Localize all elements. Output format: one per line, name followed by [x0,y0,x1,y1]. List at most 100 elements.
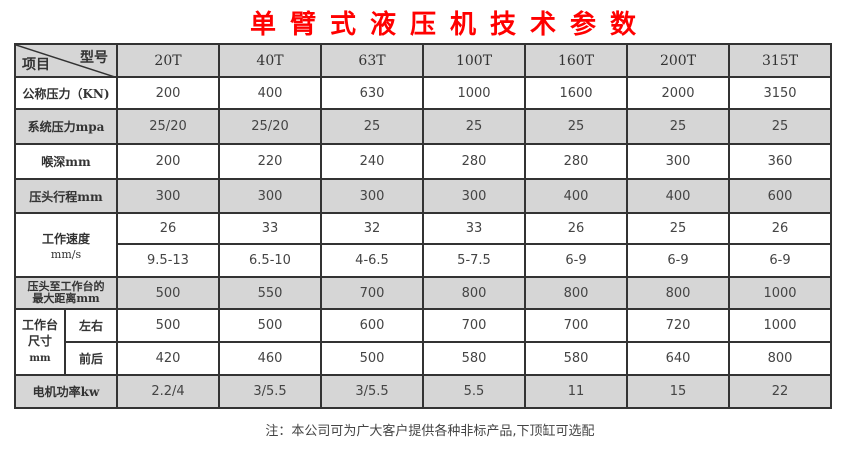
cell: 550 [218,276,322,310]
cell: 1000 [422,76,526,110]
cell: 26 [728,212,832,245]
cell: 26 [524,212,628,245]
diagonal-line [16,45,118,78]
page-title: 单臂式液压机技术参数 [249,10,650,40]
cell: 630 [320,76,424,110]
cell: 1000 [728,308,832,343]
cell: 11 [524,374,628,409]
row-label: 压头至工作台的 最大距离mm [14,276,118,310]
label-text: 工作台 [21,318,58,332]
cell: 400 [524,178,628,214]
row-table-size-lr: 工作台 尺寸 mm 左右 500 500 600 700 700 720 1000 [14,308,832,376]
cell: 460 [218,341,322,376]
cell: 2000 [626,76,730,110]
cell: 6-9 [728,243,832,278]
row-label: 工作台尺寸 mm [14,308,66,376]
cell: 25 [320,108,424,145]
row-working-speed: 工作速度 mm/s 26 33 32 33 26 25 26 [14,212,832,278]
row-throat-depth: 喉深mm 200 220 240 280 280 300 360 [14,143,832,180]
label-text: 最大距离mm [32,292,100,305]
cell: 9.5-13 [116,243,220,278]
cell: 300 [116,178,220,214]
header-row: 型号 项目 20T 40T 63T 100T 160T 200T 315T [14,43,832,78]
cell: 600 [320,308,424,343]
cell: 800 [422,276,526,310]
model-header: 20T [116,43,220,78]
sub-label: 前后 [64,341,118,376]
unit-text: mm [29,353,51,364]
cell: 25 [524,108,628,145]
cell: 300 [626,143,730,180]
cell: 400 [218,76,322,110]
cell: 500 [320,341,424,376]
sub-label: 左右 [64,308,118,343]
row-nominal-force: 公称压力（KN) 200 400 630 1000 1600 2000 3150 [14,76,832,110]
cell: 800 [626,276,730,310]
label-text: 尺寸 [27,334,52,348]
cell: 25 [626,212,730,245]
cell: 720 [626,308,730,343]
cell: 3/5.5 [218,374,322,409]
cell: 5.5 [422,374,526,409]
unit-text: mm/s [50,247,82,261]
footnote: 注：本公司可为广大客户提供各种非标产品,下顶缸可选配 [265,424,595,439]
model-label: 型号 [80,50,108,66]
row-label: 喉深mm [14,143,118,180]
item-label: 项目 [22,57,50,73]
cell: 400 [626,178,730,214]
cell: 700 [320,276,424,310]
model-header: 100T [422,43,526,78]
cell: 580 [422,341,526,376]
cell: 640 [626,341,730,376]
row-label: 系统压力mpa [14,108,118,145]
cell: 300 [422,178,526,214]
row-max-distance: 压头至工作台的 最大距离mm 500 550 700 800 800 800 1000 [14,276,832,310]
cell: 6.5-10 [218,243,322,278]
label-text: 压头至工作台的 [27,280,105,293]
cell: 500 [116,308,220,343]
row-ram-stroke: 压头行程mm 300 300 300 300 400 400 600 [14,178,832,214]
cell: 700 [422,308,526,343]
cell: 3150 [728,76,832,110]
model-header: 200T [626,43,730,78]
cell: 280 [422,143,526,180]
cell: 25 [422,108,526,145]
model-header: 315T [728,43,832,78]
row-label: 公称压力（KN) [14,76,118,110]
row-label: 工作速度 mm/s [14,212,118,278]
cell: 25/20 [218,108,322,145]
cell: 220 [218,143,322,180]
row-working-speed-range: 9.5-13 6.5-10 4-6.5 5-7.5 6-9 6-9 6-9 [15,243,832,278]
cell: 33 [218,212,322,245]
row-label: 压头行程mm [14,178,118,214]
cell: 4-6.5 [320,243,424,278]
cell: 580 [524,341,628,376]
model-header: 63T [320,43,424,78]
cell: 33 [422,212,526,245]
spec-table: 型号 项目 20T 40T 63T 100T 160T 200T 315T 公称… [14,43,832,409]
cell: 6-9 [626,243,730,278]
label-text: 工作速度 [41,231,90,246]
cell: 26 [116,212,220,245]
row-label: 电机功率kw [14,374,118,409]
cell: 1000 [728,276,832,310]
cell: 280 [524,143,628,180]
cell: 200 [116,76,220,110]
cell: 360 [728,143,832,180]
cell: 6-9 [524,243,628,278]
cell: 25/20 [116,108,220,145]
cell: 1600 [524,76,628,110]
cell: 2.2/4 [116,374,220,409]
cell: 200 [116,143,220,180]
model-header: 40T [218,43,322,78]
cell: 32 [320,212,424,245]
cell: 500 [218,308,322,343]
cell: 25 [626,108,730,145]
cell: 3/5.5 [320,374,424,409]
corner-cell: 型号 项目 [14,43,118,78]
cell: 420 [116,341,220,376]
cell: 22 [728,374,832,409]
row-table-size-fb: 前后 420 460 500 580 580 640 800 [15,341,832,376]
cell: 700 [524,308,628,343]
row-system-pressure: 系统压力mpa 25/20 25/20 25 25 25 25 25 [14,108,832,145]
